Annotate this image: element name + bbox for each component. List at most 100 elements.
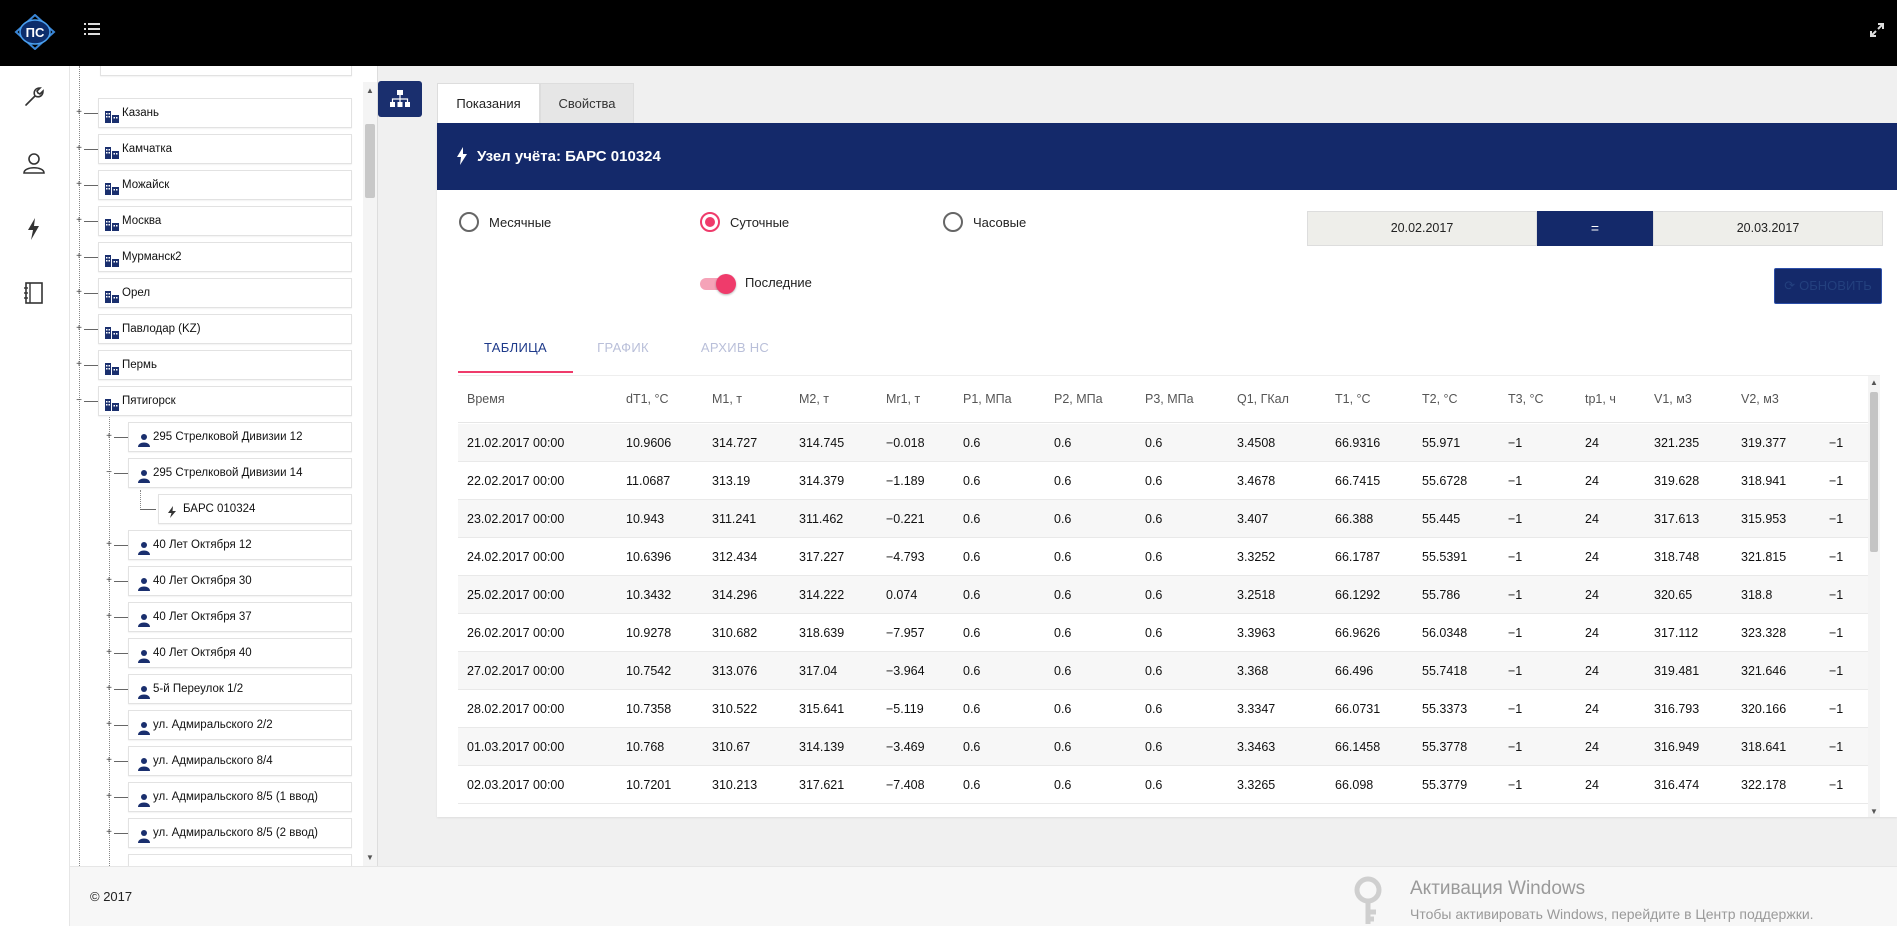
tree-node-city[interactable]: Камчатка [98, 134, 352, 164]
column-header[interactable]: P1, МПа [963, 392, 1012, 406]
tree-scrollbar[interactable]: ▲ ▼ [363, 82, 377, 866]
table-row[interactable]: 21.02.2017 00:00 10.9606 314.727 314.745 −0.… [458, 424, 1868, 462]
tree-node-address[interactable]: ул. Адмиральского 8/5 (1 ввод) [128, 782, 352, 812]
tree-node-city[interactable]: Москва [98, 206, 352, 236]
column-header[interactable]: M2, т [799, 392, 830, 406]
expand-icon[interactable] [1869, 22, 1889, 42]
radio-circle[interactable] [459, 212, 479, 232]
date-from-field[interactable]: 20.02.2017 [1307, 211, 1537, 246]
column-header[interactable]: V2, м3 [1741, 392, 1779, 406]
expand-node-toggle[interactable]: + [76, 215, 82, 226]
scroll-up-icon[interactable]: ▲ [366, 86, 374, 95]
tree-node-city[interactable]: Пятигорск [98, 386, 352, 416]
scroll-down-icon[interactable]: ▼ [1870, 807, 1878, 816]
notebook-icon[interactable] [21, 280, 47, 306]
expand-node-toggle[interactable]: + [106, 755, 112, 766]
expand-node-toggle[interactable]: + [76, 323, 82, 334]
tree-node-city[interactable]: Можайск [98, 170, 352, 200]
column-header[interactable]: dT1, °C [626, 392, 669, 406]
column-header[interactable]: P3, МПа [1145, 392, 1194, 406]
tree-node-city[interactable]: Казань [98, 98, 352, 128]
column-header[interactable]: V1, м3 [1654, 392, 1692, 406]
column-header[interactable]: P2, МПа [1054, 392, 1103, 406]
tree-node-address[interactable]: 40 Лет Октября 40 [128, 638, 352, 668]
scroll-thumb[interactable] [365, 124, 375, 198]
list-icon[interactable] [82, 22, 102, 42]
tree-node-address[interactable]: ул. Адмиральского 8/5 (2 ввод) [128, 818, 352, 848]
scroll-up-icon[interactable]: ▲ [1870, 378, 1878, 387]
column-header[interactable]: M1, т [712, 392, 743, 406]
radio-daily[interactable]: Суточные [700, 212, 820, 236]
tree-node-address[interactable]: ул. Адмиральского 8/4 [128, 746, 352, 776]
column-header[interactable]: tp1, ч [1585, 392, 1616, 406]
tree-node-city[interactable]: Орел [98, 278, 352, 308]
expand-node-toggle[interactable]: + [106, 611, 112, 622]
table-row[interactable]: 01.03.2017 00:00 10.768 310.67 314.139 −3.46… [458, 728, 1868, 766]
expand-node-toggle[interactable]: + [106, 575, 112, 586]
radio-monthly[interactable]: Месячные [459, 212, 579, 236]
table-row[interactable]: 02.03.2017 00:00 10.7201 310.213 317.621 −7.… [458, 766, 1868, 804]
column-header[interactable]: T3, °C [1508, 392, 1544, 406]
expand-node-toggle[interactable]: + [76, 179, 82, 190]
table-row[interactable]: 22.02.2017 00:00 11.0687 313.19 314.379 −1.1… [458, 462, 1868, 500]
scroll-down-icon[interactable]: ▼ [366, 853, 374, 862]
column-header[interactable]: T2, °C [1422, 392, 1458, 406]
table-cell: −1 [1829, 626, 1844, 640]
expand-node-toggle[interactable]: + [106, 719, 112, 730]
column-header[interactable]: Q1, ГКал [1237, 392, 1289, 406]
expand-node-toggle[interactable]: + [76, 359, 82, 370]
tree-node-address[interactable]: 295 Стрелковой Дивизии 14 [128, 458, 352, 488]
user-icon[interactable] [21, 150, 47, 176]
tab-archive[interactable]: АРХИВ НС [700, 340, 770, 355]
tree-node-address[interactable]: 40 Лет Октября 12 [128, 530, 352, 560]
column-header[interactable]: Время [467, 392, 505, 406]
tree-node-address[interactable]: 5-й Переулок 1/2 [128, 674, 352, 704]
column-header[interactable]: T1, °C [1335, 392, 1371, 406]
tree-node-city[interactable]: Пермь [98, 350, 352, 380]
tree-node-city[interactable]: Мурманск2 [98, 242, 352, 272]
collapse-node-toggle[interactable]: − [106, 467, 112, 478]
table-row[interactable]: 23.02.2017 00:00 10.943 311.241 311.462 −0.2… [458, 500, 1868, 538]
table-row[interactable]: 25.02.2017 00:00 10.3432 314.296 314.222 0.0… [458, 576, 1868, 614]
expand-node-toggle[interactable]: + [106, 791, 112, 802]
table-row[interactable]: 24.02.2017 00:00 10.6396 312.434 317.227 −4.… [458, 538, 1868, 576]
expand-node-toggle[interactable]: + [106, 431, 112, 442]
radio-hourly[interactable]: Часовые [943, 212, 1063, 236]
expand-node-toggle[interactable]: + [76, 287, 82, 298]
logo[interactable]: ПС [14, 13, 56, 51]
tree-node-address[interactable]: 295 Стрелковой Дивизии 12 [128, 422, 352, 452]
radio-circle[interactable] [700, 212, 720, 232]
column-header[interactable]: Mr1, т [886, 392, 921, 406]
date-to-field[interactable]: 20.03.2017 [1653, 211, 1883, 246]
scroll-thumb[interactable] [1870, 392, 1878, 552]
tree-node-city[interactable]: Павлодар (KZ) [98, 314, 352, 344]
latest-toggle[interactable] [700, 272, 738, 296]
tab-readings[interactable]: Показания [437, 83, 540, 123]
radio-circle[interactable] [943, 212, 963, 232]
table-row[interactable]: 27.02.2017 00:00 10.7542 313.076 317.04 −3.9… [458, 652, 1868, 690]
tree-node-meter[interactable]: БАРС 010324 [158, 494, 352, 524]
table-scrollbar[interactable]: ▲ ▼ [1868, 376, 1880, 817]
table-row[interactable]: 28.02.2017 00:00 10.7358 310.522 315.641 −5.… [458, 690, 1868, 728]
tab-table[interactable]: ТАБЛИЦА [458, 330, 573, 373]
collapse-node-toggle[interactable]: − [76, 395, 82, 406]
expand-node-toggle[interactable]: + [106, 827, 112, 838]
expand-node-toggle[interactable]: + [106, 683, 112, 694]
tree-node-address[interactable]: ул. Адмиральского 2/2 [128, 710, 352, 740]
tab-properties[interactable]: Свойства [540, 83, 634, 123]
refresh-button[interactable]: ⟳ ОБНОВИТЬ [1774, 268, 1882, 304]
table-row[interactable]: 26.02.2017 00:00 10.9278 310.682 318.639 −7.… [458, 614, 1868, 652]
lightning-icon[interactable] [21, 216, 47, 242]
expand-node-toggle[interactable]: + [106, 539, 112, 550]
org-chart-button[interactable] [378, 81, 422, 117]
expand-node-toggle[interactable]: + [106, 647, 112, 658]
expand-node-toggle[interactable]: + [76, 107, 82, 118]
table-row[interactable] [458, 804, 1868, 817]
expand-node-toggle[interactable]: + [76, 143, 82, 154]
expand-node-toggle[interactable]: + [76, 251, 82, 262]
tab-chart[interactable]: ГРАФИК [597, 340, 649, 355]
tree-node-partial[interactable] [100, 66, 352, 76]
wrench-icon[interactable] [21, 84, 47, 110]
tree-node-address[interactable]: 40 Лет Октября 30 [128, 566, 352, 596]
tree-node-address[interactable]: 40 Лет Октября 37 [128, 602, 352, 632]
